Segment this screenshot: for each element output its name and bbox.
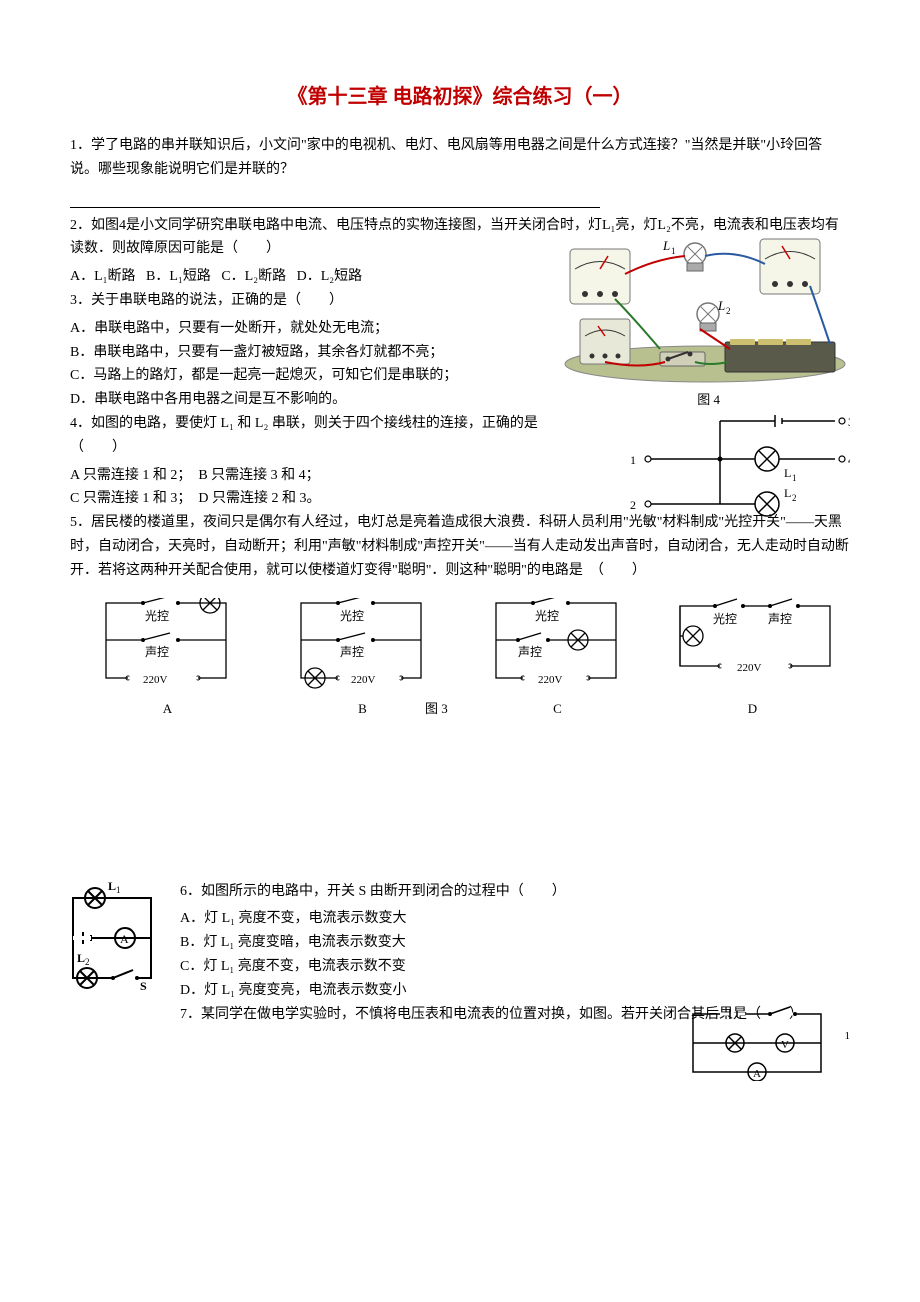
svg-text:1: 1 (116, 885, 121, 895)
svg-text:3: 3 (848, 415, 850, 429)
svg-text:220V: 220V (351, 674, 376, 686)
q5-label-c: C (468, 698, 648, 720)
figure-3-caption: 图 3 (425, 698, 448, 720)
svg-text:L: L (784, 466, 791, 480)
svg-text:220V: 220V (737, 662, 762, 674)
q6-stem: 6．如图所示的电路中，开关 S 由断开到闭合的过程中（ ） (180, 880, 850, 904)
q4-opt-d: D 只需连接 2 和 3。 (198, 491, 320, 506)
q1-stem: 1．学了电路的串并联知识后，小文问"家中的电视机、电灯、电风扇等用电器之间是什么… (70, 134, 850, 182)
svg-text:光控: 光控 (145, 609, 169, 623)
svg-text:1: 1 (792, 473, 797, 483)
q2-opt-d: D．L₂短路 (297, 269, 363, 284)
svg-text:A: A (753, 1068, 761, 1080)
q6-q7-block: L1 A L2 S 6．如图所示的电路中，开关 S 由断开到闭合的过程中（ ） … (70, 880, 850, 1027)
svg-text:L: L (717, 298, 725, 313)
q6-opt-d: D．灯 L₁ 亮度变亮，电流表示数变小 (180, 979, 850, 1003)
figure-q4-terminals: 3 1 4 L1 2 L2 (620, 409, 850, 519)
q4-opt-a: A 只需连接 1 和 2； (70, 468, 191, 483)
svg-text:光控: 光控 (535, 609, 559, 623)
svg-text:声控: 声控 (145, 645, 169, 659)
figure-q6-circuit: L1 A L2 S (65, 880, 160, 990)
svg-text:V: V (781, 1039, 789, 1051)
svg-text:L: L (784, 486, 791, 500)
svg-text:声控: 声控 (340, 645, 364, 659)
q2-opt-c: C．L₂断路 (221, 269, 286, 284)
answer-line (70, 186, 600, 208)
q5-opt-c-diagram: 光控 声控 220V C (468, 598, 648, 720)
svg-text:2: 2 (726, 306, 731, 316)
svg-text:声控: 声控 (518, 645, 542, 659)
q3-opt-c: C．马路上的路灯，都是一起亮一起熄灭，可知它们是串联的； (70, 364, 480, 388)
svg-text:L: L (662, 238, 670, 253)
page-title: 《第十三章 电路初探》综合练习（一） (70, 80, 850, 114)
figure-4-caption: 图 4 (697, 389, 720, 411)
svg-text:光控: 光控 (713, 612, 737, 626)
q5-opt-d-diagram: 光控 声控 220V D (663, 598, 843, 720)
svg-text:220V: 220V (538, 674, 563, 686)
svg-text:220V: 220V (143, 674, 168, 686)
q5-circuit-options: 光控 声控 220V A (70, 598, 850, 720)
svg-text:1: 1 (630, 453, 636, 467)
q4-stem: 4．如图的电路，要使灯 L₁ 和 L₂ 串联，则关于四个接线柱的连接，正确的是（… (70, 412, 550, 460)
svg-text:2: 2 (85, 957, 90, 967)
q5-opt-a-diagram: 光控 声控 220V A (78, 598, 258, 720)
svg-text:声控: 声控 (768, 612, 792, 626)
svg-text:L: L (108, 880, 116, 893)
svg-text:4: 4 (848, 453, 850, 467)
q5-label-a: A (78, 698, 258, 720)
svg-text:2: 2 (792, 493, 797, 503)
q6-opt-a: A．灯 L₁ 亮度不变，电流表示数变大 (180, 907, 850, 931)
q6-opt-b: B．灯 L₁ 亮度变暗，电流表示数变大 (180, 931, 850, 955)
q3-opt-b: B．串联电路中，只要有一盏灯被短路，其余各灯就都不亮； (70, 341, 480, 365)
q4-opt-b: B 只需连接 3 和 4； (198, 468, 319, 483)
q5-stem: 5．居民楼的楼道里，夜间只是偶尔有人经过，电灯总是亮着造成很大浪费．科研人员利用… (70, 511, 850, 582)
svg-text:L: L (77, 951, 85, 965)
q2-opt-b: B．L₁短路 (146, 269, 211, 284)
figure-q7-circuit: V A (685, 1006, 830, 1081)
q2-opt-a: A．L₁断路 (70, 269, 136, 284)
page-number: 1 (845, 1027, 851, 1046)
svg-text:2: 2 (630, 498, 636, 512)
q2-q4-block: L 1 L 2 图 4 3 1 (70, 214, 850, 512)
q5-label-d: D (663, 698, 843, 720)
svg-text:1: 1 (671, 246, 676, 256)
q4-opt-c: C 只需连接 1 和 3； (70, 491, 191, 506)
q3-opt-a: A．串联电路中，只要有一处断开，就处处无电流； (70, 317, 480, 341)
figure-4-circuit-photo: L 1 L 2 (560, 214, 850, 384)
svg-text:S: S (140, 979, 147, 990)
svg-text:A: A (120, 932, 129, 946)
svg-text:光控: 光控 (340, 609, 364, 623)
q6-opt-c: C．灯 L₁ 亮度不变，电流表示数不变 (180, 955, 850, 979)
